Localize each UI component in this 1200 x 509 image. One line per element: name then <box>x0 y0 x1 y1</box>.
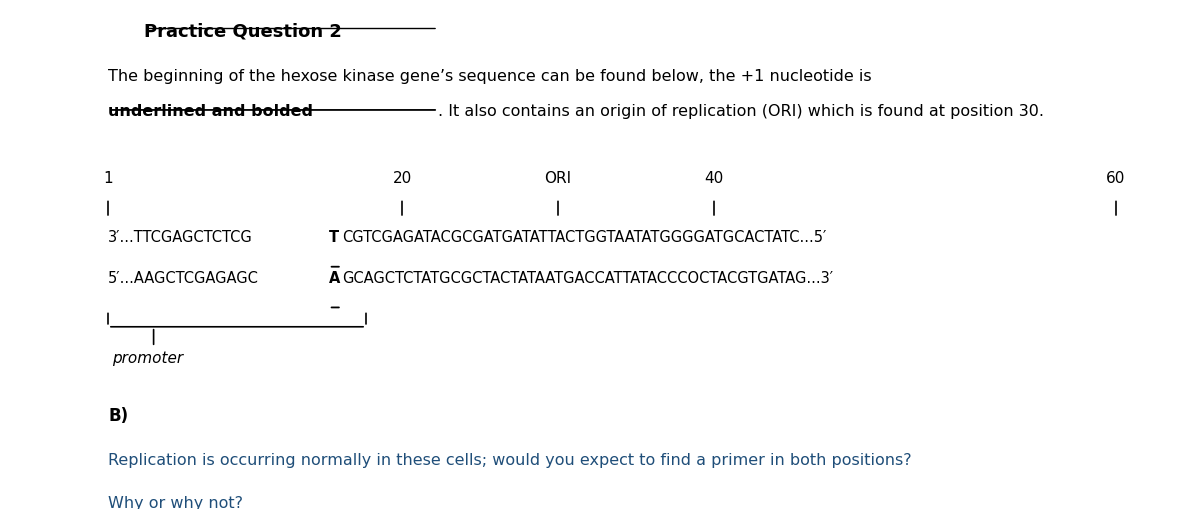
Text: CGTCGAGATACGCGATGATATTACTGGTAATATGGGGATGCACTATC...5′: CGTCGAGATACGCGATGATATTACTGGTAATATGGGGATG… <box>342 230 826 245</box>
Text: 3′...TTCGAGCTCTCG: 3′...TTCGAGCTCTCG <box>108 230 253 245</box>
Text: 40: 40 <box>704 171 724 186</box>
Text: 5′...AAGCTCGAGAGC: 5′...AAGCTCGAGAGC <box>108 271 259 286</box>
Text: ORI: ORI <box>545 171 571 186</box>
Text: A: A <box>329 271 340 286</box>
Text: T: T <box>329 230 338 245</box>
Text: 60: 60 <box>1106 171 1126 186</box>
Text: promoter: promoter <box>112 351 182 366</box>
Text: Why or why not?: Why or why not? <box>108 496 242 509</box>
Text: B): B) <box>108 407 128 425</box>
Text: GCAGCTCTATGCGCTACTATAATGACCATTATACCCOCTACGTGATAG...3′: GCAGCTCTATGCGCTACTATAATGACCATTATACCCOCTA… <box>342 271 833 286</box>
Text: 1: 1 <box>103 171 113 186</box>
Text: Practice Question 2: Practice Question 2 <box>144 23 342 41</box>
Text: . It also contains an origin of replication (ORI) which is found at position 30.: . It also contains an origin of replicat… <box>438 104 1044 119</box>
Text: Replication is occurring normally in these cells; would you expect to find a pri: Replication is occurring normally in the… <box>108 453 912 468</box>
Text: 20: 20 <box>392 171 412 186</box>
Text: underlined and bolded: underlined and bolded <box>108 104 313 119</box>
Text: The beginning of the hexose kinase gene’s sequence can be found below, the +1 nu: The beginning of the hexose kinase gene’… <box>108 69 871 83</box>
